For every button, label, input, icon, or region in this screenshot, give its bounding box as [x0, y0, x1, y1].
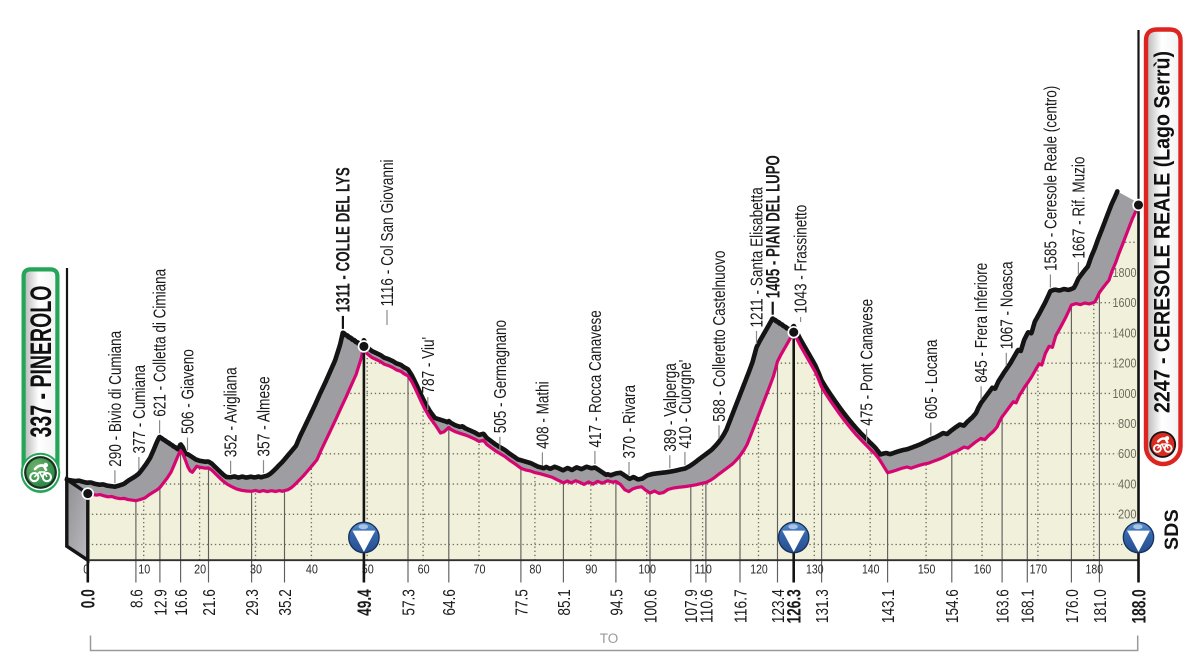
svg-text:123.4: 123.4 [768, 589, 788, 623]
svg-text:80: 80 [529, 563, 541, 577]
svg-text:1043 - Frassinetto: 1043 - Frassinetto [791, 205, 811, 314]
svg-text:94.5: 94.5 [606, 589, 626, 615]
svg-text:30: 30 [250, 563, 262, 577]
svg-text:845 - Frera Inferiore: 845 - Frera Inferiore [971, 263, 991, 383]
svg-text:SDS: SDS [1161, 509, 1183, 550]
svg-text:160: 160 [974, 563, 992, 577]
svg-text:188.0: 188.0 [1129, 589, 1150, 623]
svg-text:163.6: 163.6 [993, 589, 1013, 623]
svg-text:20: 20 [194, 563, 206, 577]
svg-text:29.3: 29.3 [242, 589, 262, 615]
svg-text:1585 - Ceresole Reale (centro): 1585 - Ceresole Reale (centro) [1041, 86, 1061, 271]
svg-text:621 - Colletta di Cimiana: 621 - Colletta di Cimiana [150, 269, 170, 417]
svg-text:100: 100 [638, 563, 656, 577]
svg-text:116.7: 116.7 [730, 589, 750, 623]
svg-text:600: 600 [1118, 447, 1137, 461]
svg-text:1067 - Noasca: 1067 - Noasca [996, 261, 1016, 349]
svg-text:176.0: 176.0 [1062, 589, 1082, 623]
svg-text:60: 60 [418, 563, 430, 577]
svg-text:130: 130 [806, 563, 824, 577]
svg-text:126.3: 126.3 [785, 589, 806, 623]
svg-text:70: 70 [474, 563, 486, 577]
svg-text:150: 150 [918, 563, 936, 577]
svg-text:1600: 1600 [1113, 296, 1137, 310]
svg-text:140: 140 [862, 563, 880, 577]
svg-text:40: 40 [306, 563, 318, 577]
svg-text:605 - Locana: 605 - Locana [921, 339, 941, 419]
svg-text:1000: 1000 [1113, 387, 1137, 401]
svg-text:168.1: 168.1 [1018, 589, 1038, 623]
svg-text:64.6: 64.6 [439, 589, 459, 615]
svg-text:0.0: 0.0 [79, 589, 100, 608]
svg-text:410 - Cuorgne': 410 - Cuorgne' [675, 360, 695, 449]
svg-text:417 - Rocca Canavese: 417 - Rocca Canavese [585, 310, 605, 447]
svg-text:290 - Bivio di Cumiana: 290 - Bivio di Cumiana [105, 331, 125, 467]
svg-text:170: 170 [1030, 563, 1048, 577]
svg-text:TO: TO [600, 631, 619, 646]
svg-text:1400: 1400 [1113, 326, 1137, 340]
svg-text:110: 110 [694, 563, 712, 577]
svg-text:505 - Germagnano: 505 - Germagnano [490, 320, 510, 433]
svg-text:143.1: 143.1 [878, 589, 898, 623]
svg-text:57.3: 57.3 [398, 589, 418, 615]
svg-text:10: 10 [138, 563, 150, 577]
svg-text:100.6: 100.6 [640, 589, 660, 623]
svg-text:352 - Avigliana: 352 - Avigliana [221, 367, 241, 457]
svg-text:506 - Giaveno: 506 - Giaveno [178, 349, 198, 434]
svg-text:131.3: 131.3 [812, 589, 832, 623]
svg-text:588 - Colleretto Castelnuovo: 588 - Colleretto Castelnuovo [709, 251, 729, 422]
svg-text:1211 - Santa Elisabetta: 1211 - Santa Elisabetta [747, 187, 767, 328]
svg-text:16.6: 16.6 [171, 589, 191, 615]
svg-text:21.6: 21.6 [199, 589, 219, 615]
svg-text:107.9: 107.9 [681, 589, 701, 623]
svg-text:337 - PINEROLO: 337 - PINEROLO [25, 286, 58, 438]
svg-text:1667 - Rif. Muzio: 1667 - Rif. Muzio [1069, 157, 1089, 259]
svg-text:400: 400 [1118, 478, 1137, 492]
svg-text:77.5: 77.5 [511, 589, 531, 615]
svg-text:8.6: 8.6 [126, 589, 146, 608]
svg-text:49.4: 49.4 [355, 589, 376, 616]
svg-text:357 - Almese: 357 - Almese [254, 376, 274, 456]
svg-text:1800: 1800 [1113, 266, 1137, 280]
svg-text:181.0: 181.0 [1090, 589, 1110, 623]
svg-text:0: 0 [83, 563, 89, 577]
svg-text:787 - Viu': 787 - Viu' [418, 337, 438, 394]
svg-text:120: 120 [750, 563, 768, 577]
svg-text:389 - Valperga: 389 - Valperga [660, 363, 680, 452]
svg-text:85.1: 85.1 [554, 589, 574, 615]
svg-text:800: 800 [1118, 417, 1137, 431]
svg-text:1116 - Col San Giovanni: 1116 - Col San Giovanni [377, 159, 397, 306]
svg-text:154.6: 154.6 [942, 589, 962, 623]
svg-text:1200: 1200 [1113, 357, 1137, 371]
svg-text:1311 - COLLE DEL LYS: 1311 - COLLE DEL LYS [334, 167, 355, 312]
svg-text:110.6: 110.6 [696, 589, 716, 623]
svg-text:1405 - PIAN DEL LUPO: 1405 - PIAN DEL LUPO [763, 155, 784, 298]
svg-text:35.2: 35.2 [275, 589, 295, 615]
svg-text:370 - Rivara: 370 - Rivara [619, 385, 639, 459]
svg-text:377 - Cumiana: 377 - Cumiana [129, 365, 149, 454]
svg-text:200: 200 [1118, 508, 1137, 522]
svg-text:475 - Pont Canavese: 475 - Pont Canavese [857, 299, 877, 426]
svg-text:408 - Mathi: 408 - Mathi [533, 381, 553, 449]
svg-text:90: 90 [585, 563, 597, 577]
svg-text:2247 - CERESOLE REALE (Lago Se: 2247 - CERESOLE REALE (Lago Serrù) [1149, 51, 1174, 413]
svg-text:12.9: 12.9 [150, 589, 170, 615]
svg-text:180: 180 [1086, 563, 1104, 577]
